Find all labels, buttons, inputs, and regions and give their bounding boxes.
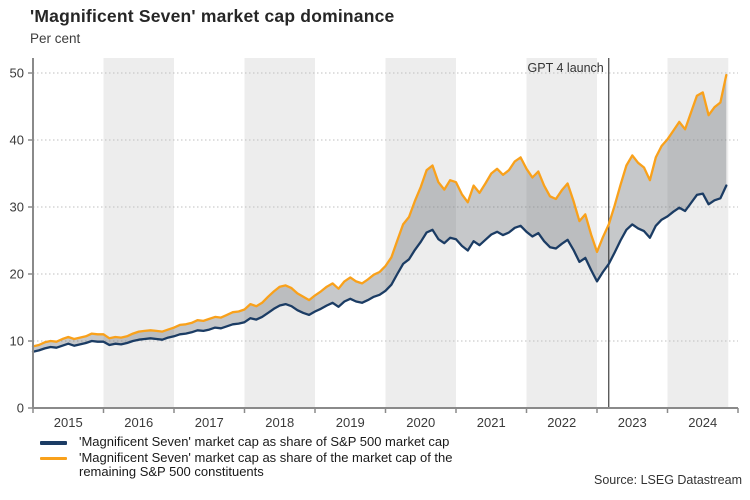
legend-label-sp500-share: 'Magnificent Seven' market cap as share …	[79, 434, 450, 449]
background-band-2024	[667, 58, 729, 408]
x-tick-label-2024: 2024	[688, 415, 717, 430]
x-tick-label-2021: 2021	[477, 415, 506, 430]
legend-label-remaining-share: 'Magnificent Seven' market cap as share …	[79, 449, 453, 479]
chart-subtitle: Per cent	[30, 31, 81, 46]
y-tick-label-10: 10	[10, 334, 24, 349]
x-tick-label-2015: 2015	[54, 415, 83, 430]
x-tick-label-2017: 2017	[195, 415, 224, 430]
mag7-share-of-sp500-line	[31, 184, 728, 353]
background-band-2018	[244, 58, 315, 408]
legend-swatch-orange	[40, 456, 67, 460]
chart-title: 'Magnificent Seven' market cap dominance	[30, 6, 395, 26]
x-tick-label-2020: 2020	[406, 415, 435, 430]
x-tick-label-2018: 2018	[265, 415, 294, 430]
x-tick-label-2023: 2023	[618, 415, 647, 430]
x-tick-label-2022: 2022	[547, 415, 576, 430]
y-tick-label-50: 50	[10, 66, 24, 81]
source-label: Source: LSEG Datastream	[594, 473, 742, 487]
x-tick-label-2016: 2016	[124, 415, 153, 430]
y-tick-label-0: 0	[17, 401, 24, 416]
chart-svg: GPT 4 launch 0 10 20 30 40 50 2015 2016 2017 2018 2…	[10, 58, 739, 430]
mag7-share-of-remaining-line	[31, 73, 728, 348]
chart-legend: 'Magnificent Seven' market cap as share …	[40, 434, 600, 481]
gpt4-annotation-label: GPT 4 launch	[528, 61, 604, 75]
legend-swatch-navy	[40, 441, 67, 445]
background-band-2016	[103, 58, 174, 408]
y-tick-label-30: 30	[10, 200, 24, 215]
background-band-2020	[385, 58, 456, 408]
y-tick-label-20: 20	[10, 267, 24, 282]
x-tick-label-2019: 2019	[336, 415, 365, 430]
legend-item-sp500-share: 'Magnificent Seven' market cap as share …	[40, 434, 600, 450]
y-tick-label-40: 40	[10, 133, 24, 148]
legend-item-remaining-share: 'Magnificent Seven' market cap as share …	[40, 449, 600, 480]
